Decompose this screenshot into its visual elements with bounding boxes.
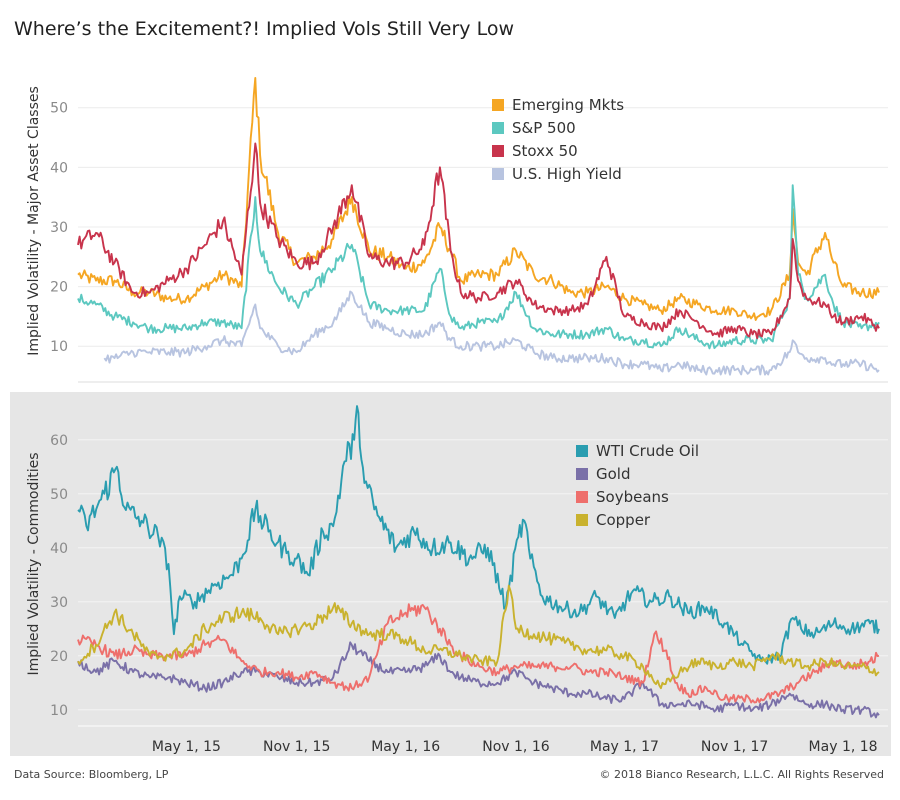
series-line [77,184,880,350]
y-tick-label: 60 [50,433,68,449]
x-axis: May 1, 15 Nov 1, 15 May 1, 16 Nov 1, 16 May … [152,739,878,755]
legend-swatch [576,514,588,526]
x-tick-label: May 1, 18 [809,739,878,755]
legend-swatch [576,491,588,503]
legend-swatch [492,122,504,134]
series-line [77,603,880,704]
legend-label: Emerging Mkts [512,96,624,114]
chart-title: Where’s the Excitement?! Implied Vols St… [14,18,515,40]
commodities-panel: 10 20 30 40 50 60 Implied Volatility - Commodi… [26,405,888,727]
commodities-panel-background [10,392,891,756]
y-axis-label: Implied Volatility - Commodities [26,452,42,675]
series-line [77,641,880,719]
legend-label: Gold [596,465,631,483]
series-line [77,405,880,665]
legend-label: Stoxx 50 [512,142,578,160]
y-tick-label: 50 [50,101,68,117]
y-tick-label: 10 [50,703,68,719]
legend-label: WTI Crude Oil [596,442,699,460]
legend-swatch [492,99,504,111]
y-tick-label: 30 [50,220,68,236]
legend-label: U.S. High Yield [512,165,622,183]
series-line [77,142,880,340]
series-line [103,290,880,376]
x-tick-label: Nov 1, 17 [701,739,768,755]
y-tick-label: 40 [50,541,68,557]
x-tick-label: May 1, 16 [371,739,440,755]
y-axis-label: Implied Volatility - Major Asset Classes [26,86,42,356]
data-source-note: Data Source: Bloomberg, LP [14,768,169,781]
legend-label: Copper [596,511,651,529]
y-tick-label: 20 [50,649,68,665]
y-tick-label: 50 [50,487,68,503]
series-line [77,76,880,321]
x-tick-label: Nov 1, 15 [263,739,330,755]
x-tick-label: May 1, 15 [152,739,221,755]
legend-swatch [492,145,504,157]
asset-classes-panel: 10 20 30 40 50 Implied Volatility - Major Ass… [26,76,888,383]
copyright-note: © 2018 Bianco Research, L.L.C. All Right… [599,768,884,781]
legend-swatch [492,168,504,180]
x-tick-label: Nov 1, 16 [482,739,549,755]
y-tick-label: 30 [50,595,68,611]
legend-label: S&P 500 [512,119,576,137]
legend-label: Soybeans [596,488,669,506]
series-line [77,584,880,690]
legend-swatch [576,445,588,457]
y-tick-label: 10 [50,339,68,355]
legend-swatch [576,468,588,480]
y-tick-label: 40 [50,160,68,176]
y-tick-label: 20 [50,280,68,296]
x-tick-label: May 1, 17 [590,739,659,755]
